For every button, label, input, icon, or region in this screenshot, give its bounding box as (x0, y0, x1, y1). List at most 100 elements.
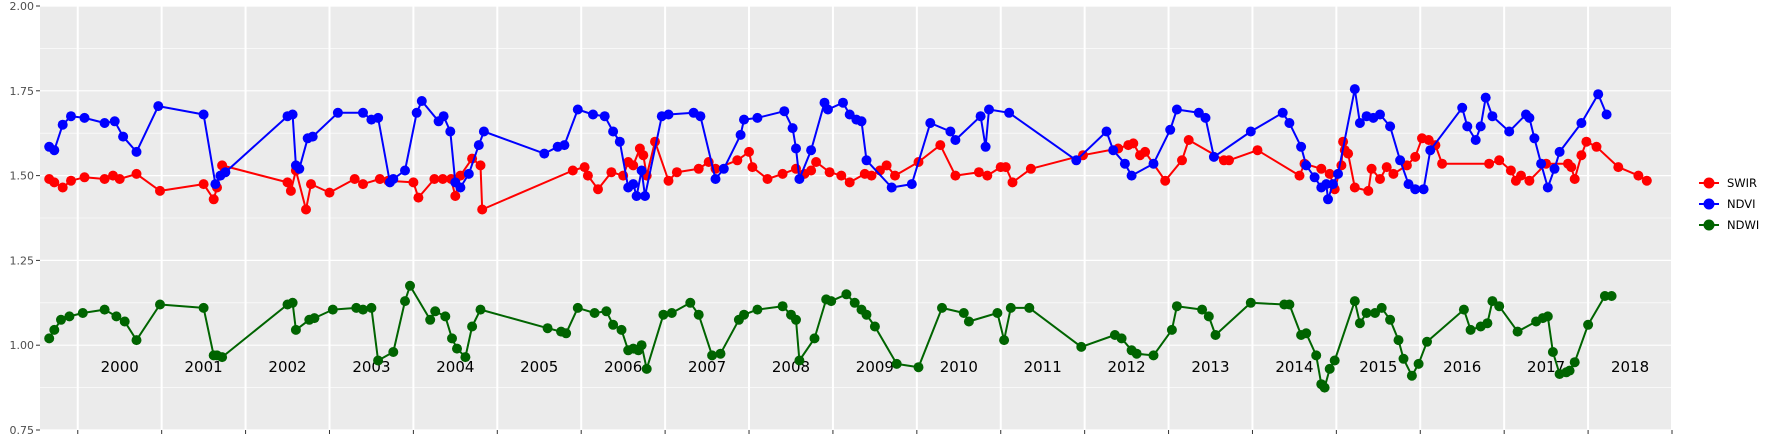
data-point-ndvi (388, 174, 399, 184)
data-point-ndvi (614, 136, 625, 147)
data-point-ndwi (405, 280, 415, 291)
data-point-ndvi (287, 109, 298, 120)
data-point-swir (477, 204, 488, 215)
data-point-swir (282, 177, 293, 188)
data-point-ndvi (1576, 118, 1587, 128)
data-point-ndvi (779, 106, 790, 117)
data-point-ndwi (452, 343, 462, 354)
data-point-ndwi (1564, 365, 1575, 376)
data-point-swir (881, 160, 892, 171)
data-point-ndvi (1410, 184, 1421, 195)
data-point-ndwi (1494, 301, 1505, 312)
data-point-ndvi (131, 146, 142, 157)
data-point-ndwi (1116, 333, 1127, 344)
data-point-swir (1140, 146, 1151, 157)
data-point-ndwi (287, 297, 298, 308)
data-point-ndwi (1465, 324, 1476, 335)
data-point-ndvi (1536, 158, 1547, 169)
data-point-ndvi (1487, 111, 1498, 122)
year-label: 2007 (688, 358, 726, 376)
data-point-ndvi (1165, 124, 1176, 135)
year-label: 2010 (940, 358, 978, 376)
data-point-ndwi (826, 296, 837, 307)
data-point-ndvi (109, 116, 120, 127)
data-point-ndwi (608, 319, 619, 330)
data-point-swir (306, 179, 316, 190)
data-point-swir (1252, 145, 1263, 156)
data-point-ndwi (1376, 302, 1387, 313)
series-ndvi (44, 84, 1612, 205)
data-point-swir (1569, 174, 1580, 184)
data-point-ndwi (641, 363, 652, 374)
data-point-swir (1128, 138, 1139, 149)
data-point-ndwi (1005, 302, 1016, 313)
data-point-ndvi (710, 174, 721, 184)
y-tick-label: 1.75 (10, 85, 35, 98)
data-point-swir (1366, 163, 1377, 174)
data-point-ndvi (1277, 107, 1288, 118)
data-point-ndvi (1101, 126, 1112, 137)
data-point-ndvi (455, 182, 466, 193)
data-point-ndwi (1583, 319, 1594, 330)
data-point-swir (1410, 151, 1421, 162)
legend-item-ndvi: NDVI (1699, 197, 1756, 211)
data-point-ndwi (1385, 314, 1396, 325)
data-point-swir (358, 179, 368, 190)
data-point-swir (811, 157, 822, 167)
data-point-swir (1484, 158, 1495, 169)
data-point-swir (732, 155, 743, 166)
data-point-swir (1375, 174, 1385, 184)
data-point-ndwi (198, 302, 209, 313)
data-point-ndwi (561, 328, 572, 339)
data-point-swir (1349, 182, 1360, 193)
data-point-ndvi (572, 104, 583, 115)
data-point-ndwi (601, 306, 612, 317)
data-point-swir (1581, 136, 1592, 147)
data-point-ndvi (806, 145, 817, 156)
data-point-swir (866, 170, 877, 181)
data-point-swir (1401, 160, 1412, 171)
data-point-swir (567, 165, 578, 176)
data-point-swir (285, 185, 296, 196)
data-point-ndvi (861, 155, 872, 166)
data-point-swir (1633, 170, 1644, 181)
data-point-ndwi (1547, 347, 1558, 357)
series-ndwi (44, 280, 1617, 393)
data-point-swir (628, 160, 639, 171)
year-label: 2013 (1191, 358, 1229, 376)
data-point-ndwi (937, 302, 947, 313)
data-point-swir (1437, 158, 1448, 169)
y-tick-label: 1.25 (10, 254, 35, 267)
data-point-ndvi (1593, 89, 1604, 100)
data-point-swir (1160, 175, 1171, 186)
data-point-swir (1613, 162, 1624, 173)
data-point-ndwi (992, 308, 1003, 318)
data-point-swir (824, 167, 835, 178)
data-point-ndvi (695, 111, 706, 122)
data-point-swir (1388, 168, 1399, 179)
data-point-ndwi (1210, 330, 1221, 340)
data-point-ndvi (1542, 182, 1553, 193)
year-label: 2015 (1359, 358, 1397, 376)
data-point-swir (844, 177, 855, 188)
data-point-ndwi (841, 289, 852, 300)
year-label: 2004 (436, 358, 474, 376)
data-point-ndvi (198, 109, 209, 120)
data-point-ndwi (111, 311, 122, 322)
data-point-ndwi (1319, 382, 1330, 393)
data-point-swir (79, 172, 90, 183)
data-point-ndvi (975, 111, 986, 122)
data-point-swir (99, 174, 110, 184)
data-point-ndwi (1311, 350, 1322, 361)
data-point-swir (806, 165, 817, 176)
data-point-swir (1224, 155, 1234, 166)
data-point-swir (1316, 163, 1327, 174)
data-point-swir (777, 168, 788, 179)
data-point-swir (349, 174, 360, 184)
legend-item-ndwi: NDWI (1699, 218, 1759, 232)
data-point-ndwi (1361, 308, 1372, 318)
data-point-ndwi (358, 304, 368, 315)
data-point-ndvi (1480, 92, 1491, 103)
data-point-ndwi (1542, 311, 1553, 322)
data-point-swir (49, 177, 60, 188)
